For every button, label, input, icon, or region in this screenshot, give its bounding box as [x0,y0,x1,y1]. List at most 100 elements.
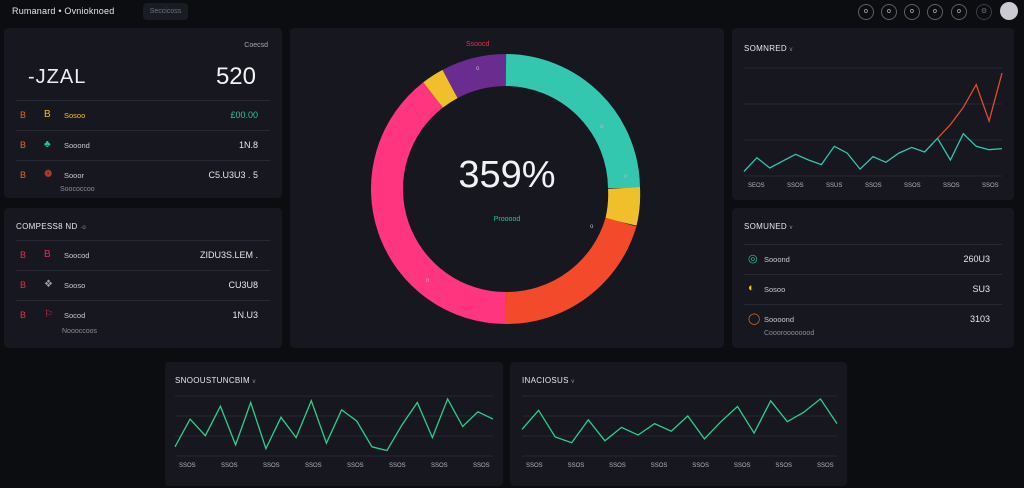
x-tick-label: SSOS [389,463,406,469]
segment-mark-2: o [600,124,604,130]
donut-segment-pink [370,82,507,324]
x-tick-label: SSOS [568,463,585,469]
row-marker-icon: B [20,140,27,150]
components-title-text: COMPESS8 ND [16,222,78,231]
donut-center-label: Prooood [493,216,521,223]
segment-mark-1: o [476,66,480,72]
segment-mark-3: o [624,174,628,180]
toolbar-icon-2[interactable]: o [881,4,897,20]
chart-title: INACIOSUS v [522,376,575,385]
row-label: Sooso [64,281,86,290]
kpi-big-label: -JZAL [28,66,87,88]
series-line-1 [937,72,1003,139]
row-glyph-icon: ◯ [748,313,761,325]
x-tick-label: SSOS [775,463,792,469]
avatar[interactable] [1000,2,1018,20]
summary-title-text: SOMUNED [744,222,787,231]
row-glyph-icon: ♣ [44,139,51,150]
summary-title: SOMUNED v [744,222,793,231]
components-row[interactable]: B B Soocod ZIDU3S.LEM . [16,240,270,271]
x-tick-label: SSOS [904,183,921,189]
row-glyph-icon: ❖ [44,279,53,290]
components-panel: COMPESS8 ND ·o B B Soocod ZIDU3S.LEM . B… [4,208,282,348]
tab-sessions[interactable]: Seccicoss [143,3,188,20]
row-value: CU3U8 [228,280,258,290]
donut-segment-teal [505,54,640,189]
row-marker-icon: B [20,170,27,180]
components-row[interactable]: B ⚐ Socod 1N.U3 [16,300,270,331]
chart-panel-bottom-left: SNOOUSTUNCBIM v SSOS SSOS SSOS SSOS SSOS SSOS… [165,362,503,486]
kpi-corner-label: Coecsd [244,42,268,49]
line-chart: SSOS SSOS SSOS SSOS SSOS SSOS SSOS SSOS [521,395,838,469]
segment-mark-5: o [426,278,430,284]
chart-title: SNOOUSTUNCBIM v [175,376,256,385]
x-tick-label: SSOS [651,463,668,469]
row-value: 1N.8 [238,140,258,150]
row-glyph-icon: ◐ [748,282,755,294]
toolbar-icon-1[interactable]: o [858,4,874,20]
toolbar-icon-4[interactable]: o [927,4,943,20]
series-line-0 [521,397,838,444]
line-chart: SSOS SSOS SSOS SSOS SSOS SSOS SSOS SSOS [174,395,494,469]
settings-icon[interactable]: ⚙ [976,4,992,20]
series-line-0 [174,397,494,452]
app-title: Rumanard • Ovnioknoed [12,6,115,16]
x-tick-label: SSOS [179,463,196,469]
chart-title-text: SOMNRED [744,44,787,53]
kpi-row[interactable]: B B Sosoo £00.00 [16,100,270,131]
donut-center-value: 359% [458,154,556,196]
x-tick-label: SSOS [943,183,960,189]
row-glyph-icon: ❁ [44,169,53,180]
chart-panel-bottom-right: INACIOSUS v SSOS SSOS SSOS SSOS SSOS SSOS SSOS… [510,362,847,486]
components-footer: Noooccoos [62,328,98,335]
chart-title-text: SNOOUSTUNCBIM [175,376,251,385]
row-value: 260U3 [963,254,990,264]
summary-title-suffix: v [789,225,793,231]
summary-row[interactable]: ◯ Soooond 3103 [744,304,1002,335]
row-value: 1N.U3 [232,310,258,320]
donut-segment-yellow-right [605,187,641,226]
x-tick-label: SSOS [347,463,364,469]
donut-panel: Ssoocd o o o o o 359% Prooood [290,28,724,348]
summary-panel: SOMUNED v ◎ Sooond 260U3 ◐ Sosoo SU3 ◯ S… [732,208,1014,348]
summary-row[interactable]: ◎ Sooond 260U3 [744,244,1002,275]
chart-title-suffix: v [571,379,575,385]
row-glyph-icon: ◎ [748,253,758,265]
x-tick-label: SSOS [865,183,882,189]
row-marker-icon: B [20,280,27,290]
row-label: Soocod [64,251,90,260]
components-title-suffix: ·o [80,225,87,231]
row-label: Sosoo [764,285,786,294]
segment-mark-4: o [590,224,594,230]
x-tick-label: SSUS [826,183,842,189]
row-label: Sooond [64,141,90,150]
x-tick-label: SSOS [473,463,490,469]
x-tick-label: SSOS [431,463,448,469]
kpi-footer: Soococcoo [60,186,95,193]
x-tick-label: SSOS [692,463,709,469]
x-tick-label: SSOS [263,463,280,469]
kpi-row[interactable]: B ♣ Sooond 1N.8 [16,130,270,161]
donut-segment-yellow-top [423,69,458,108]
row-value: C5.U3U3 . 5 [208,170,258,180]
x-tick-label: SSOS [305,463,322,469]
line-chart: SEOS SSOS SSUS SSOS SSOS SSOS SSOS [743,67,1003,189]
kpi-big-value: 520 [215,63,256,90]
summary-row[interactable]: ◐ Sosoo SU3 [744,274,1002,305]
toolbar-icon-3[interactable]: o [904,4,920,20]
x-tick-label: SEOS [748,183,765,189]
components-row[interactable]: B ❖ Sooso CU3U8 [16,270,270,301]
x-tick-label: SSOS [982,183,999,189]
row-label: Soooond [764,315,795,324]
x-tick-label: SSOS [221,463,238,469]
x-tick-label: SSOS [526,463,543,469]
row-value: £00.00 [230,110,258,120]
x-tick-label: SSOS [787,183,804,189]
row-value: ZIDU3S.LEM . [199,250,258,260]
chart-title: SOMNRED v [744,44,793,53]
donut-chart: o o o o o [370,54,641,325]
kpi-row[interactable]: B ❁ Sooor C5.U3U3 . 5 [16,160,270,191]
x-tick-label: SSOS [609,463,626,469]
toolbar-icon-5[interactable]: o [951,4,967,20]
summary-footer: Coooroooooood [764,330,815,337]
